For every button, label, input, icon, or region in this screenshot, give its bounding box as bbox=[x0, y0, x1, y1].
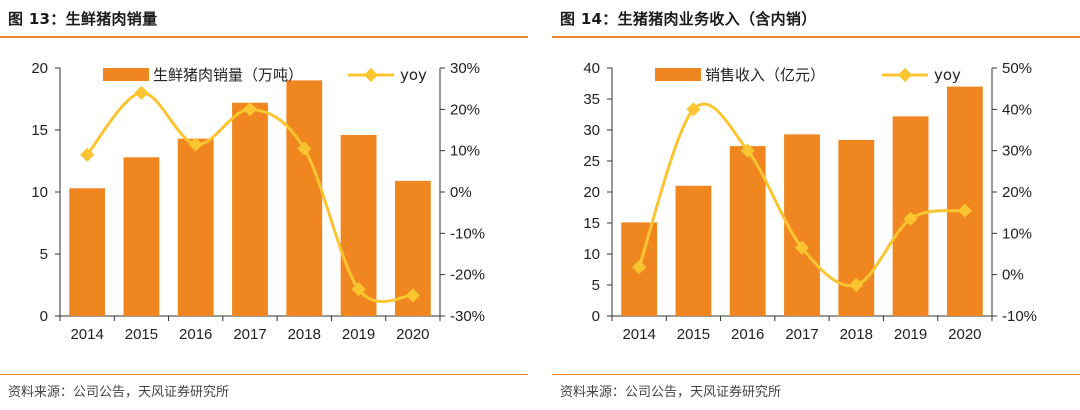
x-tick-label: 2015 bbox=[125, 326, 158, 340]
footer-divider bbox=[552, 374, 1080, 375]
x-tick-label: 2016 bbox=[731, 326, 764, 340]
figure-title: 图 13：生鲜猪肉销量 bbox=[8, 10, 158, 28]
title-divider bbox=[552, 36, 1080, 38]
yoy-point bbox=[351, 282, 366, 297]
legend-line-label: yoy bbox=[400, 66, 427, 84]
bar bbox=[675, 185, 712, 316]
y-tick-label-left: 5 bbox=[592, 277, 600, 294]
yoy-point bbox=[849, 277, 864, 293]
figure-title: 图 14：生猪猪肉业务收入（含内销） bbox=[560, 10, 817, 28]
y-tick-label-right: 20% bbox=[1002, 184, 1032, 201]
x-tick-label: 2017 bbox=[233, 326, 266, 340]
y-tick-label-right: 30% bbox=[1002, 143, 1032, 160]
x-tick-label: 2020 bbox=[396, 326, 429, 340]
y-tick-label-left: 15 bbox=[583, 215, 600, 232]
legend-line-marker bbox=[897, 67, 913, 83]
y-tick-label-left: 40 bbox=[583, 60, 600, 77]
y-tick-label-right: 0% bbox=[450, 184, 472, 201]
bar bbox=[784, 134, 820, 316]
yoy-point bbox=[740, 143, 755, 158]
x-tick-label: 2018 bbox=[840, 326, 873, 340]
y-tick-label-right: 10% bbox=[450, 143, 480, 160]
y-tick-label-right: -30% bbox=[450, 308, 485, 325]
title-divider bbox=[0, 36, 528, 38]
bar bbox=[286, 80, 323, 317]
y-tick-label-left: 10 bbox=[31, 184, 48, 201]
legend-line-label: yoy bbox=[934, 66, 961, 84]
y-tick-label-left: 30 bbox=[583, 122, 600, 139]
yoy-point bbox=[405, 288, 420, 303]
yoy-line bbox=[637, 102, 966, 288]
x-tick-label: 2014 bbox=[70, 326, 103, 340]
x-tick-label: 2018 bbox=[288, 326, 321, 340]
x-tick-label: 2017 bbox=[785, 326, 818, 340]
footer-divider bbox=[0, 374, 528, 375]
y-tick-label-right: -20% bbox=[450, 267, 485, 284]
x-tick-label: 2016 bbox=[179, 326, 212, 340]
x-tick-label: 2019 bbox=[342, 326, 375, 340]
y-tick-label-left: 5 bbox=[40, 246, 48, 263]
y-tick-label-left: 0 bbox=[40, 308, 48, 325]
yoy-point bbox=[794, 240, 810, 255]
yoy-point bbox=[134, 85, 149, 100]
y-tick-label-right: 50% bbox=[1002, 60, 1032, 77]
y-tick-label-right: 30% bbox=[450, 60, 480, 77]
y-tick-label-left: 25 bbox=[583, 153, 600, 170]
x-tick-label: 2015 bbox=[677, 326, 710, 340]
y-tick-label-left: 0 bbox=[592, 308, 600, 325]
y-tick-label-left: 35 bbox=[583, 91, 600, 108]
yoy-point bbox=[297, 141, 312, 156]
revenue-chart: 0 5 10 15 20 25 30 35 40 -10% 0% 10% 20% 30% 40% 50% 201… bbox=[583, 60, 1037, 340]
sales-volume-chart: 0 5 10 15 20 -30% -20% -10% 0% 10% 20% 30% 2014 2015 2… bbox=[31, 60, 485, 340]
x-tick-label: 2020 bbox=[948, 326, 981, 340]
legend-bar-label: 生鲜猪肉销量（万吨） bbox=[153, 66, 303, 84]
y-tick-label-left: 10 bbox=[583, 246, 600, 263]
bar bbox=[729, 146, 766, 316]
bar bbox=[123, 157, 160, 316]
y-tick-label-right: 0% bbox=[1002, 267, 1024, 284]
legend-line-marker bbox=[363, 67, 379, 83]
y-tick-label-right: -10% bbox=[1002, 308, 1037, 325]
bar bbox=[69, 188, 106, 316]
bar bbox=[232, 102, 268, 316]
y-tick-label-right: 40% bbox=[1002, 101, 1032, 118]
y-tick-label-left: 15 bbox=[31, 122, 48, 139]
y-tick-label-left: 20 bbox=[31, 60, 48, 77]
x-tick-label: 2014 bbox=[622, 326, 655, 340]
yoy-point bbox=[188, 137, 203, 152]
chart-panel-sales-volume: 图 13：生鲜猪肉销量 0 5 10 15 20 -30% -20% -10% 0% 10% 20%… bbox=[0, 0, 528, 410]
legend-bar-swatch bbox=[655, 68, 701, 81]
bar bbox=[177, 138, 214, 316]
y-tick-label-left: 20 bbox=[583, 184, 600, 201]
y-tick-label-right: 10% bbox=[1002, 225, 1032, 242]
source-note: 资料来源：公司公告，天风证券研究所 bbox=[8, 385, 230, 400]
source-note: 资料来源：公司公告，天风证券研究所 bbox=[560, 385, 782, 400]
y-tick-label-right: 20% bbox=[450, 101, 480, 118]
bar bbox=[946, 86, 983, 316]
x-tick-label: 2019 bbox=[894, 326, 927, 340]
y-tick-label-right: -10% bbox=[450, 225, 485, 242]
legend-bar-label: 销售收入（亿元） bbox=[705, 66, 825, 84]
chart-panel-revenue: 图 14：生猪猪肉业务收入（含内销） 0 5 10 15 20 25 30 35 40 -10% 0… bbox=[552, 0, 1080, 410]
legend-bar-swatch bbox=[103, 68, 149, 81]
